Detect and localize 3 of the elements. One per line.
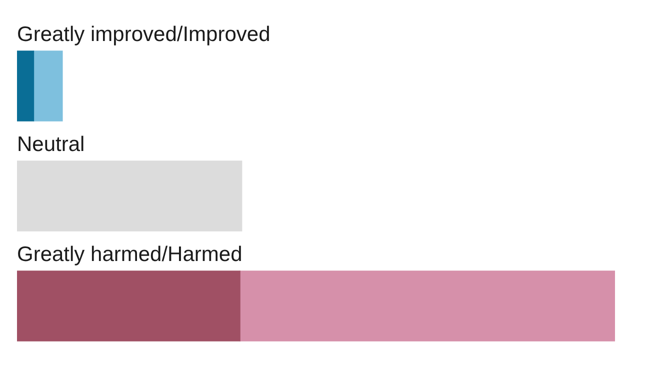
y-tick-label: Greatly harmed/Harmed	[17, 243, 242, 266]
y-tick-label: Greatly improved/Improved	[17, 23, 270, 46]
y-tick-label: Neutral	[17, 133, 85, 156]
